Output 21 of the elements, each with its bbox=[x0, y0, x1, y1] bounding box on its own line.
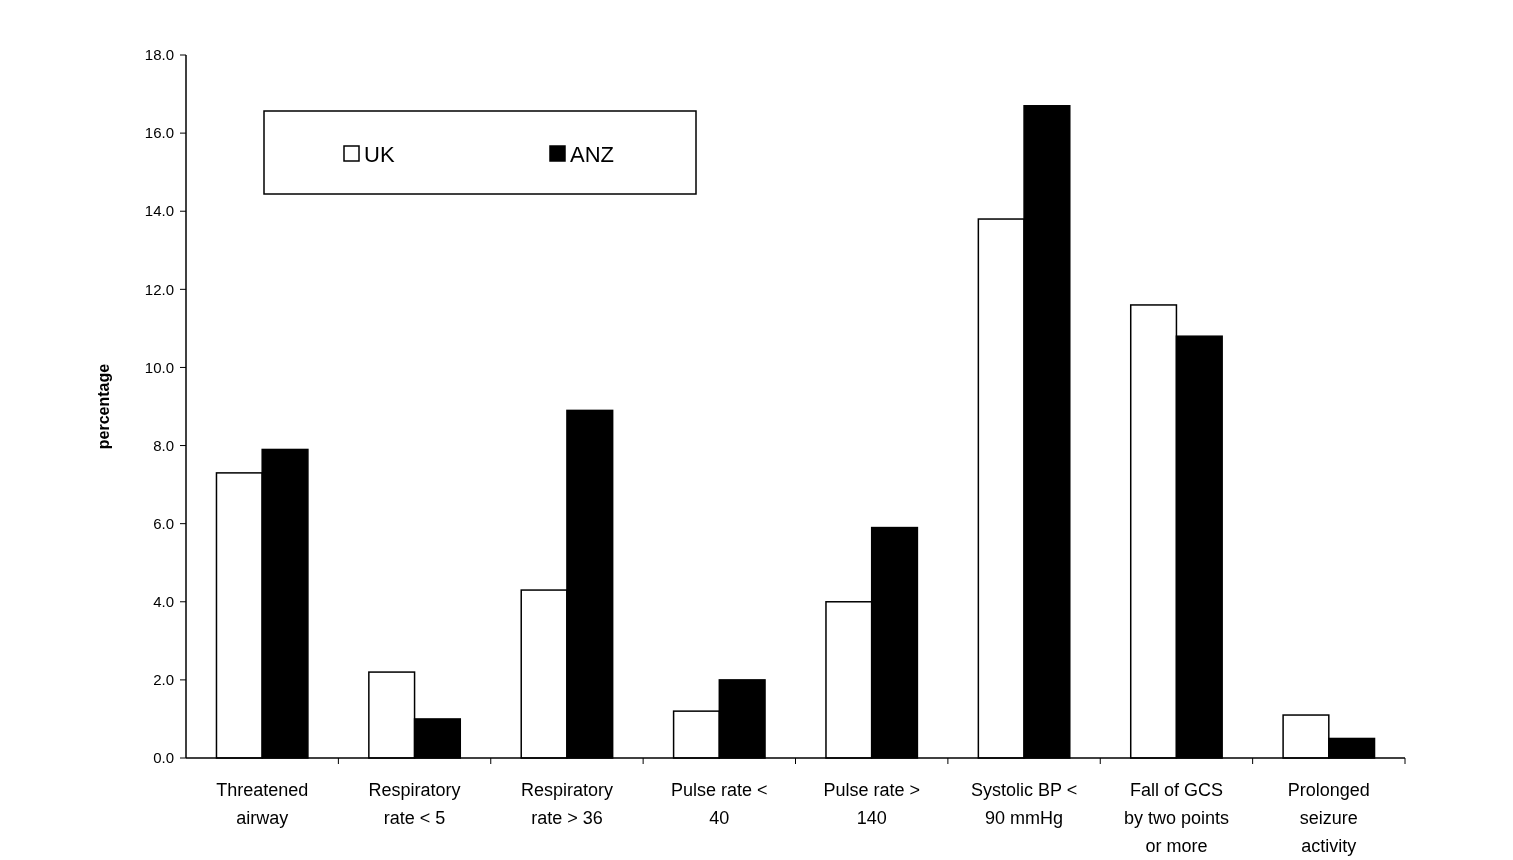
y-tick-label: 8.0 bbox=[153, 436, 174, 454]
x-tick-label: Prolonged seizure activity bbox=[1287, 780, 1370, 856]
y-tick-label: 16.0 bbox=[144, 124, 174, 142]
legend-label: UK bbox=[364, 141, 395, 167]
x-tick-label: Systolic BP < 90 mmHg bbox=[970, 780, 1078, 828]
y-tick-label: 6.0 bbox=[153, 514, 174, 532]
x-tick-label: Pulse rate < 40 bbox=[671, 780, 768, 828]
y-tick-label: 4.0 bbox=[153, 593, 174, 611]
y-tick-label: 18.0 bbox=[144, 46, 174, 64]
x-tick-label: Respiratory rate < 5 bbox=[368, 780, 461, 828]
y-tick-label: 14.0 bbox=[144, 202, 174, 220]
y-tick-label: 10.0 bbox=[144, 358, 174, 376]
x-tick-label: Threatened airway bbox=[216, 780, 309, 828]
y-tick-label: 12.0 bbox=[144, 280, 174, 298]
y-tick-label: 2.0 bbox=[153, 671, 174, 689]
x-tick-label: Respiratory rate > 36 bbox=[520, 780, 613, 828]
legend-label: ANZ bbox=[570, 141, 614, 167]
y-tick-label: 0.0 bbox=[153, 749, 174, 767]
x-tick-label: Fall of GCS by two points or more bbox=[1123, 780, 1229, 856]
y-axis-title: percentage bbox=[95, 363, 112, 450]
x-tick-label: Pulse rate > 140 bbox=[823, 780, 920, 828]
